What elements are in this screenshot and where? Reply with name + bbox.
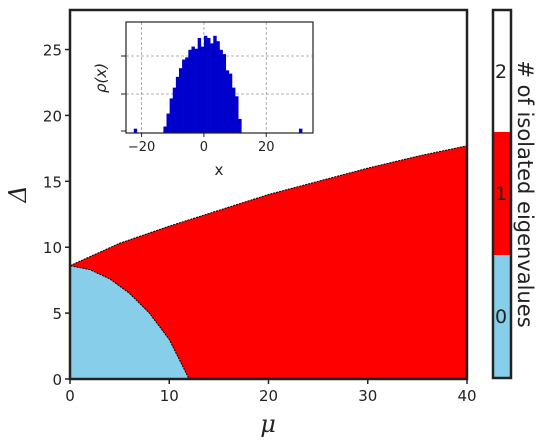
x-tick-label: 20 [259, 387, 278, 405]
y-tick-label: 25 [43, 42, 62, 60]
colorbar-segment-1 [493, 132, 511, 255]
inset-histogram-bar [210, 43, 214, 133]
inset-histogram-bar [175, 76, 180, 133]
inset-x-tick-label: −20 [128, 140, 155, 155]
colorbar-tick-0: 0 [495, 306, 507, 328]
inset-histogram-bar [213, 35, 217, 133]
inset-histogram-bar [219, 49, 223, 134]
inset-histogram-bar [207, 37, 211, 133]
colorbar-tick-1: 1 [495, 183, 507, 205]
y-axis-ticks: 0 5 10 15 20 25 [43, 42, 70, 389]
inset-histogram-bar [191, 46, 195, 133]
inset-histogram-bar [172, 87, 177, 133]
x-axis-ticks: 0 10 20 30 40 [65, 379, 477, 405]
colorbar-segment-0 [493, 255, 511, 378]
y-tick-label: 15 [43, 173, 62, 191]
inset-histogram-bar [200, 46, 205, 133]
inset-x-ticks: −20 0 20 [128, 133, 275, 155]
colorbar-label: # of isolated eigenvalues [513, 60, 537, 327]
inset-histogram-bar [169, 98, 174, 133]
inset-histogram-bars [133, 35, 303, 134]
y-axis-label: Δ [4, 185, 32, 203]
inset-y-ticks [121, 55, 126, 132]
region-zero-isolated-eigenvalues [70, 265, 190, 379]
inset-histogram-bar [235, 96, 239, 133]
inset-histogram-bar [185, 57, 189, 133]
inset-histogram-bar [188, 49, 192, 134]
inset-y-label: ρ(x) [92, 63, 110, 93]
colorbar-frame [491, 8, 513, 380]
inset-x-tick-label: 0 [200, 140, 208, 155]
inset-x-label: x [215, 161, 224, 179]
x-tick-label: 40 [457, 387, 476, 405]
inset-histogram-bar [203, 35, 208, 133]
x-tick-label: 10 [160, 387, 179, 405]
inset-histogram-bar [182, 59, 186, 134]
y-tick-label: 0 [52, 371, 62, 389]
inset-x-tick-label: 20 [258, 140, 275, 155]
inset-histogram-bar [216, 41, 220, 134]
colorbar-segment-2 [493, 10, 511, 132]
inset-histogram-bar [222, 54, 227, 133]
inset-histogram-bar [178, 68, 183, 133]
colorbar-tick-2: 2 [495, 61, 507, 83]
inset-histogram-bar [225, 70, 230, 133]
x-tick-label: 30 [358, 387, 377, 405]
inset-histogram-bar [228, 73, 233, 133]
inset-histogram-bar [298, 128, 303, 133]
y-tick-label: 20 [43, 107, 62, 125]
inset-histogram-bar [133, 128, 138, 133]
inset-frame [125, 21, 314, 134]
inset-histogram-bar [163, 126, 167, 133]
region-one-isolated-eigenvalue [70, 145, 467, 379]
inset-histogram-bar [166, 113, 170, 133]
inset-histogram-bar [238, 118, 242, 133]
inset-histogram-bar [231, 87, 236, 133]
x-axis-label: μ [260, 410, 276, 438]
inset-histogram-bar [194, 48, 198, 134]
inset-histogram-bar [197, 37, 202, 133]
y-tick-label: 10 [43, 239, 62, 257]
x-tick-label: 0 [65, 387, 75, 405]
y-tick-label: 5 [52, 305, 62, 323]
